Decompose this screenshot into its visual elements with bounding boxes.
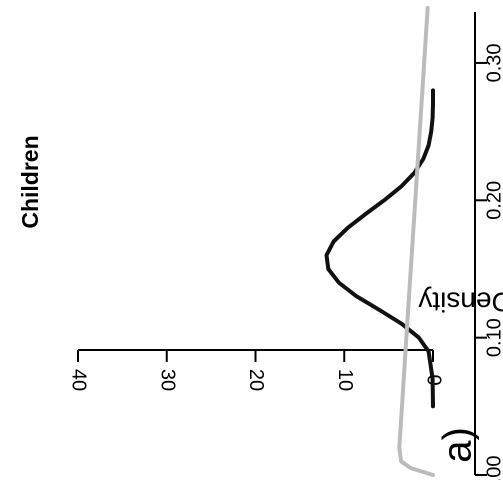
chart-title: Children (17, 135, 43, 228)
panel-label: a) (436, 427, 480, 463)
x-tick-label: 0.30 (483, 43, 503, 82)
chart-axes (78, 12, 476, 475)
x-tick-label: 0.10 (483, 318, 503, 357)
series-layer (324, 6, 435, 477)
x-tick-label: 0.00 (483, 456, 503, 480)
x-tick-label: 0.20 (483, 181, 503, 220)
y-tick-label: 10 (334, 369, 356, 391)
y-tick-label: 40 (68, 369, 90, 391)
y-tick-label: 30 (156, 369, 178, 391)
series-line-gray (397, 6, 435, 477)
y-axis-label: Density (418, 287, 503, 318)
series-line-black (324, 88, 435, 409)
x-axis-ticks: 0.00 0.10 0.20 0.30 (475, 43, 503, 480)
y-tick-label: 20 (245, 369, 267, 391)
